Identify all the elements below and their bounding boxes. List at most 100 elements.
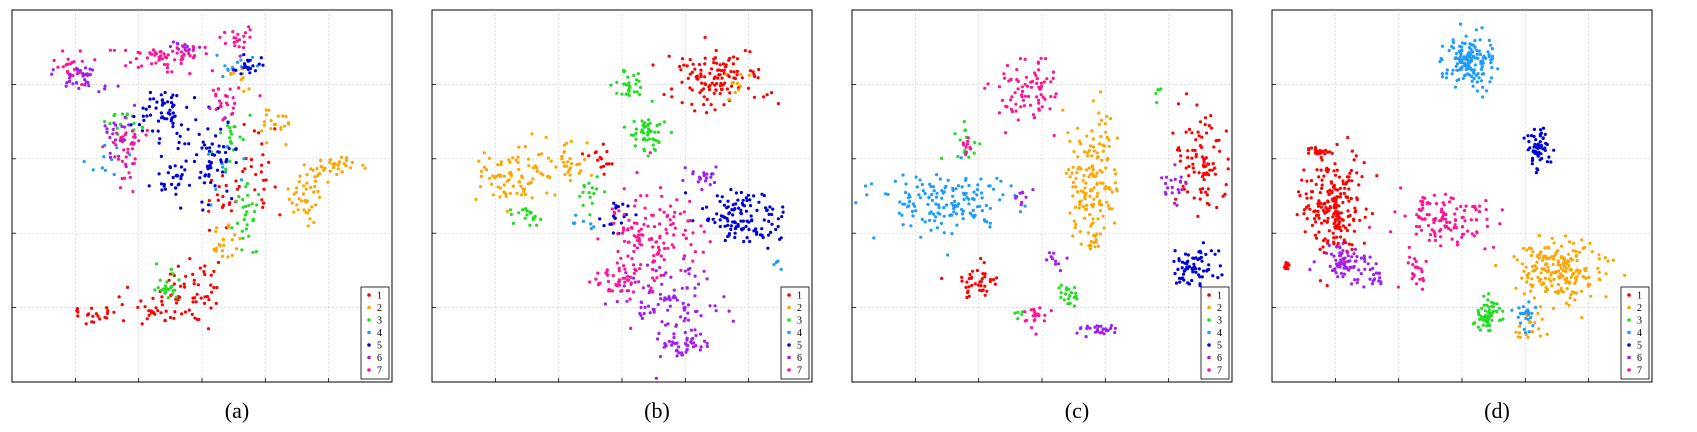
scatter-point <box>1346 209 1350 213</box>
scatter-point <box>1356 277 1360 282</box>
scatter-point <box>1202 157 1206 162</box>
scatter-point <box>210 69 214 73</box>
scatter-point <box>644 216 648 220</box>
scatter-point <box>260 129 264 133</box>
scatter-point <box>193 316 197 320</box>
scatter-point <box>675 348 679 352</box>
scatter-point <box>1464 57 1468 62</box>
scatter-point <box>626 289 631 293</box>
series-5 <box>1172 241 1224 288</box>
scatter-point <box>1020 93 1024 97</box>
scatter-point <box>1339 211 1343 215</box>
scatter-point <box>1075 171 1079 175</box>
scatter-point <box>1033 311 1037 315</box>
scatter-point <box>1051 70 1056 74</box>
scatter-point <box>1374 271 1378 275</box>
scatter-point <box>260 142 264 146</box>
scatter-point <box>626 274 630 278</box>
scatter-point <box>781 210 785 214</box>
scatter-point <box>577 171 581 175</box>
scatter-point <box>1467 51 1471 55</box>
scatter-point <box>97 90 101 94</box>
scatter-point <box>156 309 160 313</box>
scatter-point <box>108 155 113 159</box>
scatter-point <box>1530 277 1534 281</box>
scatter-point <box>770 91 774 95</box>
scatter-point <box>940 276 944 281</box>
scatter-point <box>157 58 161 62</box>
scatter-point <box>967 155 971 159</box>
scatter-point <box>1184 130 1188 134</box>
scatter-point <box>1537 233 1541 238</box>
scatter-point <box>212 285 216 290</box>
scatter-point <box>632 234 636 238</box>
scatter-point <box>968 272 972 276</box>
scatter-point <box>982 261 986 265</box>
scatter-point <box>177 278 181 282</box>
scatter-point <box>520 176 524 180</box>
scatter-point <box>988 279 992 284</box>
scatter-point <box>748 69 753 73</box>
scatter-point <box>1014 109 1018 113</box>
scatter-point <box>1500 208 1504 212</box>
scatter-point <box>1333 220 1337 224</box>
scatter-point <box>1399 186 1403 190</box>
scatter-point <box>1310 223 1314 227</box>
scatter-point <box>180 312 184 316</box>
scatter-point <box>122 148 126 152</box>
scatter-point <box>177 182 181 186</box>
scatter-point <box>616 232 620 236</box>
scatter-point <box>1522 327 1526 331</box>
scatter-point <box>1173 249 1177 253</box>
scatter-point <box>195 153 199 157</box>
scatter-point <box>568 157 572 161</box>
scatter-point <box>732 55 736 59</box>
scatter-point <box>1471 50 1475 54</box>
scatter-point <box>1194 256 1198 260</box>
legend-marker <box>367 343 371 347</box>
scatter-point <box>1538 305 1543 309</box>
scatter-point <box>305 173 309 177</box>
scatter-point <box>1186 190 1190 194</box>
scatter-point <box>748 239 752 244</box>
scatter-point <box>1518 324 1522 328</box>
scatter-point <box>681 301 685 305</box>
series-7 <box>1367 186 1504 291</box>
scatter-point <box>685 64 689 68</box>
scatter-point <box>744 196 748 200</box>
scatter-point <box>766 233 771 237</box>
scatter-point <box>670 95 674 99</box>
scatter-point <box>1186 155 1190 160</box>
scatter-point <box>681 178 685 183</box>
scatter-point <box>1197 171 1201 175</box>
scatter-point <box>1469 52 1473 56</box>
scatter-point <box>184 159 188 163</box>
scatter-point <box>577 162 582 166</box>
scatter-point <box>691 345 696 349</box>
scatter-point <box>94 312 98 316</box>
scatter-point <box>914 175 918 179</box>
scatter-point <box>1347 223 1351 227</box>
scatter-point <box>1020 312 1024 316</box>
scatter-point <box>1481 85 1485 89</box>
scatter-point <box>51 68 55 72</box>
scatter-point <box>1326 207 1330 211</box>
scatter-point <box>261 205 265 209</box>
scatter-point <box>361 163 365 167</box>
scatter-point <box>1377 279 1381 283</box>
scatter-point <box>1335 195 1339 199</box>
scatter-point <box>1184 166 1188 170</box>
scatter-point <box>221 74 225 79</box>
scatter-point <box>572 221 576 226</box>
scatter-point <box>1370 282 1374 286</box>
scatter-point <box>544 135 548 139</box>
scatter-point <box>264 178 268 182</box>
scatter-point <box>639 85 643 89</box>
legend-label: 4 <box>797 328 802 339</box>
scatter-point <box>1485 316 1489 320</box>
scatter-point <box>723 238 727 243</box>
scatter-point <box>242 122 246 127</box>
scatter-point <box>1209 126 1214 130</box>
scatter-point <box>951 186 955 190</box>
scatter-point <box>50 72 54 76</box>
